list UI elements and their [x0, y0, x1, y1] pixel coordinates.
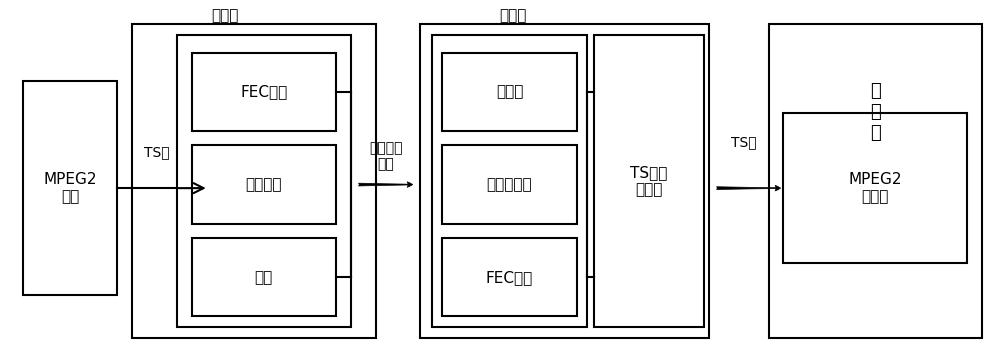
Text: 解
码
器: 解 码 器 — [870, 82, 881, 142]
Bar — [769, 24, 982, 338]
Text: 时间交织: 时间交织 — [246, 177, 282, 192]
Bar — [442, 238, 577, 316]
Text: FEC解码: FEC解码 — [486, 270, 533, 285]
Bar — [442, 53, 577, 131]
Text: 接收机: 接收机 — [499, 8, 526, 23]
Text: FEC编码: FEC编码 — [240, 84, 287, 100]
Text: 通过信道
发送: 通过信道 发送 — [369, 141, 402, 171]
Text: MPEG2
压缩: MPEG2 压缩 — [43, 172, 97, 204]
Text: 调制: 调制 — [255, 270, 273, 285]
Bar — [192, 146, 336, 224]
Bar — [420, 24, 709, 338]
Text: 发送端: 发送端 — [211, 8, 238, 23]
Text: TS流输
出装置: TS流输 出装置 — [630, 165, 668, 197]
Bar — [442, 146, 577, 224]
Text: MPEG2
解压缩: MPEG2 解压缩 — [849, 172, 902, 204]
Text: 解调制: 解调制 — [496, 84, 523, 100]
Bar — [783, 113, 967, 263]
Text: 时间解交织: 时间解交织 — [487, 177, 532, 192]
Text: TS流: TS流 — [144, 146, 170, 160]
Bar — [192, 53, 336, 131]
Bar — [23, 81, 117, 295]
Bar — [594, 35, 704, 327]
Bar — [432, 35, 587, 327]
Bar — [132, 24, 376, 338]
Text: TS流: TS流 — [731, 135, 756, 149]
Bar — [177, 35, 351, 327]
Bar — [192, 238, 336, 316]
